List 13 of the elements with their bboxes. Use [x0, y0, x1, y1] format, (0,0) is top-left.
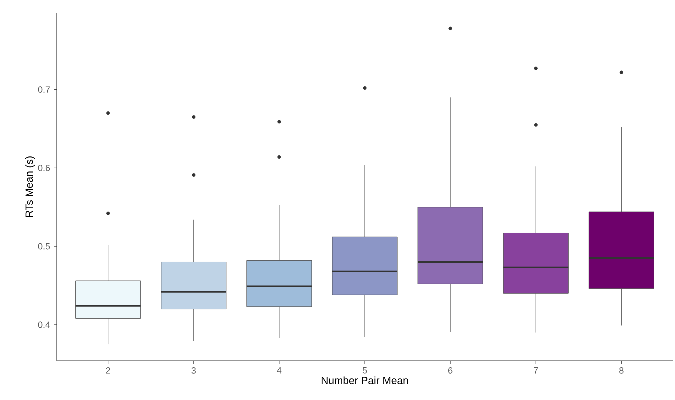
x-tick-label: 8	[620, 368, 624, 374]
x-tick-label: 6	[448, 368, 453, 374]
x-axis-title: Number Pair Mean	[322, 376, 408, 384]
y-tick-label: 0.6	[38, 165, 50, 172]
y-tick-label: 0.5	[38, 243, 50, 250]
y-tick-label: 0.7	[38, 86, 50, 93]
x-tick-label: 5	[362, 368, 368, 374]
x-tick-label: 7	[534, 368, 538, 374]
y-tick-label: 0.4	[38, 322, 50, 328]
x-tick-label: 4	[277, 368, 282, 374]
x-tick-label: 2	[106, 368, 110, 374]
y-axis-title: RTs Mean (s)	[25, 156, 36, 218]
x-tick-label: 3	[192, 368, 196, 374]
